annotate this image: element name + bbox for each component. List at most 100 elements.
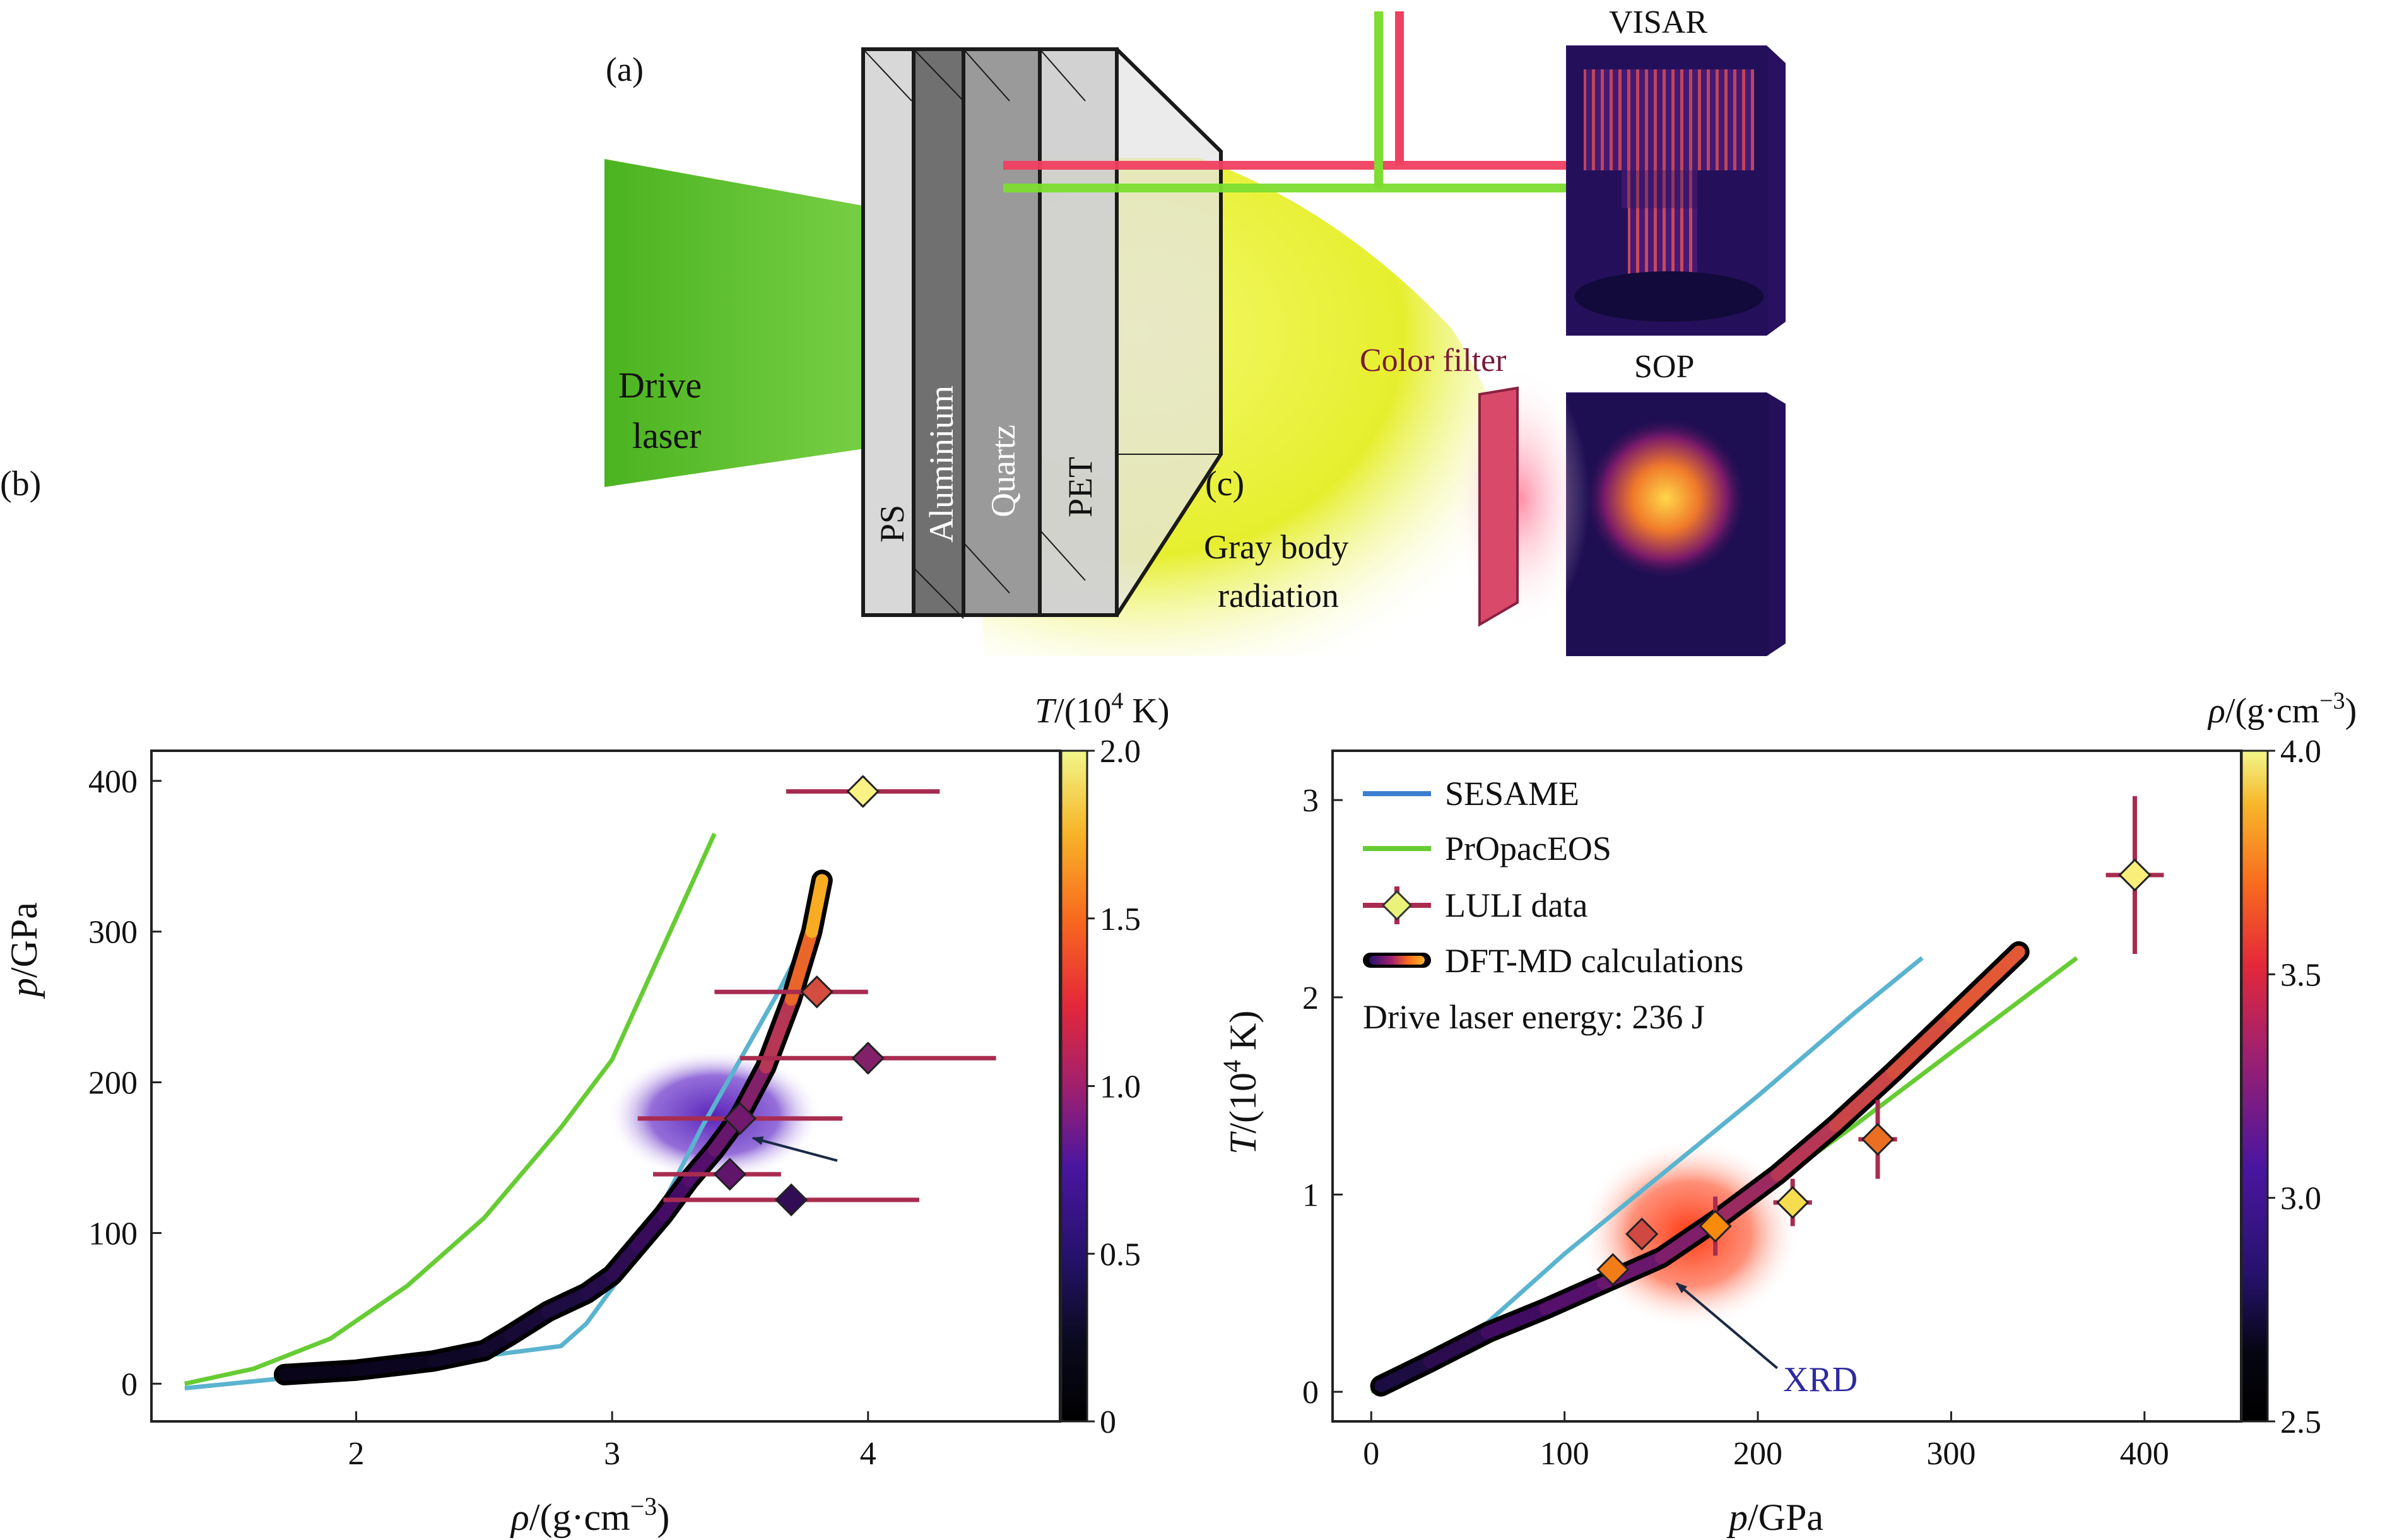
gray-body-label-1: Gray body — [1204, 528, 1348, 566]
luli-marker — [2118, 858, 2152, 892]
luli-marker — [713, 1158, 746, 1191]
x-tick-label: 200 — [1733, 1436, 1782, 1472]
drive-laser-beam — [604, 159, 912, 487]
dft-segment — [350, 1355, 440, 1377]
visar-label: VISAR — [1609, 4, 1707, 40]
x-tick-label: 4 — [860, 1436, 876, 1472]
panel-a-label: (a) — [606, 50, 644, 88]
layer-aluminium: Aluminium — [922, 385, 960, 543]
annotation-arrow — [1675, 1282, 1778, 1370]
colorbar-tick-label: 2.0 — [1100, 734, 1141, 770]
plot-c-xlabel: p/GPa — [1726, 1496, 1823, 1538]
dft-segment — [1539, 1277, 1610, 1315]
plot-b-xlabel: ρ/(g·cm−3) — [510, 1492, 669, 1538]
visar-probe-lines — [1003, 11, 1568, 192]
colorbar-b-ticks: 0 0.5 1.0 1.5 2.0 — [1087, 734, 1141, 1440]
dft-segment — [1887, 1011, 1958, 1079]
dft-segment — [1423, 1326, 1494, 1369]
dft-segment — [1374, 1356, 1436, 1392]
x-tick-label: 2 — [348, 1436, 365, 1472]
y-tick-label: 100 — [88, 1216, 138, 1252]
dft-segment — [631, 1208, 670, 1252]
luli-marker — [774, 1183, 808, 1216]
colorbar-tick-label: 1.0 — [1100, 1069, 1141, 1105]
sop-label: SOP — [1634, 349, 1694, 385]
luli-point — [714, 975, 868, 1009]
color-filter-glow — [1451, 366, 1590, 631]
drive-laser-label-2: laser — [632, 415, 702, 456]
sop-image — [1566, 392, 1786, 656]
annotation-arrow — [751, 1136, 838, 1162]
luli-marker — [1699, 1209, 1732, 1243]
luli-point — [1773, 1179, 1812, 1226]
drive-laser-label-1: Drive — [618, 365, 702, 406]
x-tick-label: 400 — [2120, 1436, 2169, 1472]
dft-segment — [785, 925, 818, 1006]
y-tick-label: 1 — [1302, 1177, 1319, 1213]
panel-a: (a) Drive laser PS Aluminium Quartz PET — [604, 4, 1786, 656]
y-tick-label: 3 — [1302, 783, 1319, 819]
target-stack — [861, 47, 1223, 619]
plot-c-xrd-label: XRD — [1783, 1360, 1858, 1399]
layer-quartz: Quartz — [984, 425, 1022, 517]
legend-luli: LULI data — [1445, 886, 1587, 924]
y-tick-label: 0 — [121, 1367, 138, 1402]
luli-point — [1625, 1217, 1659, 1251]
legend-dft: DFT-MD calculations — [1445, 942, 1743, 980]
plot-c-ylabel: T/(104 K) — [1218, 1011, 1264, 1155]
dft-segment — [1828, 1066, 1900, 1132]
x-tick-label: 100 — [1540, 1436, 1589, 1472]
luli-marker — [846, 775, 880, 808]
colorbar-tick-label: 0 — [1100, 1404, 1116, 1440]
colorbar-tick-label: 0.5 — [1100, 1237, 1141, 1273]
luli-point — [1699, 1196, 1732, 1256]
x-tick-label: 3 — [604, 1436, 620, 1472]
plot-c-axes: 0 100 200 300 400 0 1 2 3 — [1302, 783, 2169, 1472]
luli-point — [663, 1183, 919, 1216]
dft-segment — [503, 1305, 555, 1342]
legend-propacEOS: PrOpacEOS — [1445, 830, 1611, 867]
luli-marker — [1625, 1217, 1659, 1251]
colorbar-tick-label: 3.5 — [2280, 957, 2321, 993]
color-filter — [1478, 386, 1519, 627]
layer-pet: PET — [1061, 457, 1099, 517]
x-tick-label: 300 — [1926, 1436, 1976, 1472]
luli-point — [739, 1042, 996, 1075]
luli-point — [653, 1158, 781, 1191]
colorbar-tick-label: 1.5 — [1100, 902, 1141, 938]
y-tick-label: 200 — [88, 1066, 138, 1102]
plot-b-ylabel: p/GPa — [3, 902, 45, 999]
panel-b-label: (b) — [0, 464, 41, 503]
panel-c-label: (c) — [1205, 464, 1244, 503]
dft-segment — [805, 874, 828, 938]
dft-segment — [1481, 1302, 1552, 1339]
y-tick-label: 300 — [88, 915, 138, 951]
dft-segment — [427, 1344, 491, 1368]
y-tick-label: 2 — [1302, 980, 1319, 1016]
y-tick-label: 400 — [88, 764, 138, 800]
luli-marker — [851, 1042, 885, 1075]
colorbar-tick-label: 4.0 — [2280, 734, 2321, 770]
dft-segment — [278, 1363, 363, 1381]
luli-marker — [800, 975, 833, 1009]
dft-segment — [1945, 945, 2025, 1024]
propac-line — [184, 832, 717, 1386]
luli-point — [637, 1102, 843, 1135]
visar-image — [1566, 45, 1786, 336]
colorbar-c — [2241, 749, 2269, 1423]
x-tick-label: 0 — [1363, 1436, 1379, 1472]
dft-segment — [1712, 1168, 1784, 1225]
dft-segment — [1770, 1119, 1842, 1182]
colorbar-b — [1060, 749, 1088, 1423]
luli-marker — [1776, 1185, 1810, 1220]
colorbar-c-ticks: 2.5 3.0 3.5 4.0 — [2268, 734, 2321, 1440]
plot-c-annotation: Drive laser energy: 236 J — [1363, 998, 1705, 1036]
gray-body-label-2: radiation — [1218, 577, 1339, 614]
layer-ps: PS — [873, 505, 911, 543]
luli-marker — [1596, 1253, 1630, 1286]
luli-point — [1596, 1253, 1630, 1286]
luli-marker — [723, 1102, 757, 1135]
colorbar-c-label: ρ/(g·cm−3) — [2207, 688, 2357, 731]
